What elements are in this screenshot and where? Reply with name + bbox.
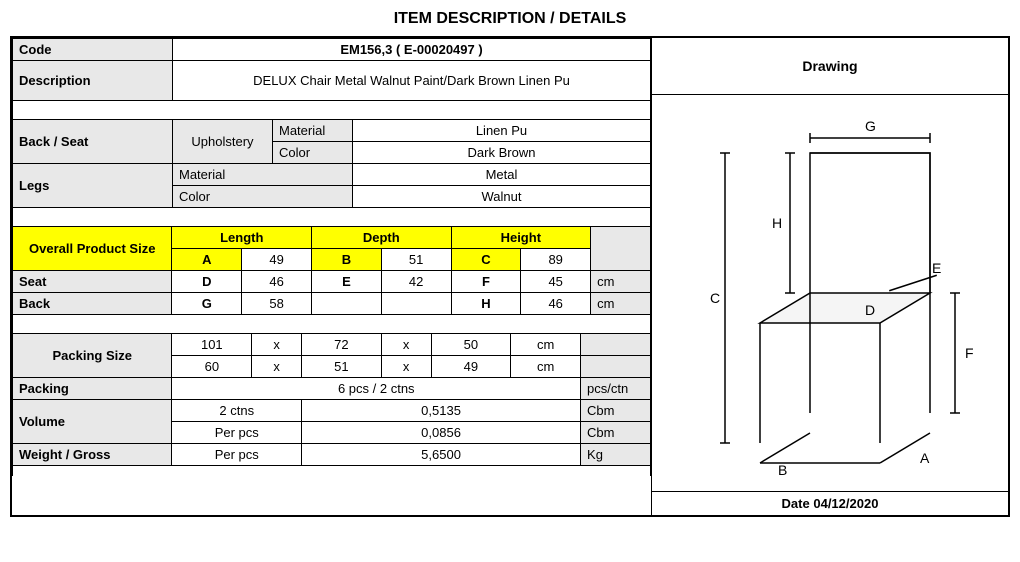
dim-value: 46 <box>242 271 312 293</box>
dim-value: 45 <box>521 271 591 293</box>
upholstery-label: Upholstery <box>173 120 273 164</box>
bs-material-label: Material <box>273 120 353 142</box>
volume-perpcs-value: 0,0856 <box>302 422 581 444</box>
backseat-label: Back / Seat <box>13 120 173 164</box>
drawing-label-h: H <box>772 215 782 231</box>
pack-x: x <box>252 334 302 356</box>
weight-value: 5,6500 <box>302 444 581 466</box>
bs-color-value: Dark Brown <box>353 142 651 164</box>
pack-dim: 60 <box>172 356 252 378</box>
drawing-label-d: D <box>865 302 875 318</box>
dim-letter: B <box>312 249 382 271</box>
pack-dim: 49 <box>431 356 511 378</box>
dim-letter: F <box>451 271 521 293</box>
spacer <box>12 466 651 476</box>
legs-material-value: Metal <box>353 164 651 186</box>
dim-letter: H <box>451 293 521 315</box>
dim-letter: E <box>312 271 382 293</box>
dim-value: 46 <box>521 293 591 315</box>
height-label: Height <box>451 227 591 249</box>
dim-value: 58 <box>242 293 312 315</box>
page-title: ITEM DESCRIPTION / DETAILS <box>10 10 1010 28</box>
spacer <box>12 208 651 226</box>
volume-perpcs-label: Per pcs <box>172 422 302 444</box>
drawing-label-a: A <box>920 450 930 466</box>
bs-color-label: Color <box>273 142 353 164</box>
dim-value: 49 <box>242 249 312 271</box>
volume-label: Volume <box>13 400 172 444</box>
volume-2ctns-value: 0,5135 <box>302 400 581 422</box>
overall-label: Overall Product Size <box>13 227 172 271</box>
dim-value: 89 <box>521 249 591 271</box>
date-row: Date 04/12/2020 <box>652 491 1008 515</box>
dim-value: 51 <box>381 249 451 271</box>
packing-label: Packing <box>13 378 172 400</box>
dim-unit: cm <box>591 293 651 315</box>
spacer <box>12 315 651 333</box>
drawing-label-g: G <box>865 118 876 134</box>
packing-table: Packing Size 101 x 72 x 50 cm 60 x 51 x … <box>12 333 651 466</box>
desc-value: DELUX Chair Metal Walnut Paint/Dark Brow… <box>173 61 651 101</box>
code-label: Code <box>13 39 173 61</box>
drawing-label-e: E <box>932 260 941 276</box>
pack-dim: 51 <box>302 356 382 378</box>
legs-material-label: Material <box>173 164 353 186</box>
dim-letter: A <box>172 249 242 271</box>
legs-label: Legs <box>13 164 173 208</box>
weight-perpcs-label: Per pcs <box>172 444 302 466</box>
packing-unit: pcs/ctn <box>581 378 651 400</box>
pack-x: x <box>381 334 431 356</box>
volume-2ctns-label: 2 ctns <box>172 400 302 422</box>
dim-value: 42 <box>381 271 451 293</box>
drawing-label-f: F <box>965 345 974 361</box>
back-label: Back <box>13 293 172 315</box>
volume-unit: Cbm <box>581 400 651 422</box>
packing-size-label: Packing Size <box>13 334 172 378</box>
desc-label: Description <box>13 61 173 101</box>
bs-material-value: Linen Pu <box>353 120 651 142</box>
weight-unit: Kg <box>581 444 651 466</box>
seat-label: Seat <box>13 271 172 293</box>
drawing-label-b: B <box>778 462 787 478</box>
drawing-label: Drawing <box>652 38 1008 95</box>
length-label: Length <box>172 227 312 249</box>
materials-table: Back / Seat Upholstery Material Linen Pu… <box>12 119 651 208</box>
pack-x: x <box>252 356 302 378</box>
depth-label: Depth <box>312 227 452 249</box>
legs-color-label: Color <box>173 186 353 208</box>
header-table: Code EM156,3 ( E-00020497 ) Description … <box>12 38 651 101</box>
dim-letter: G <box>172 293 242 315</box>
spec-table-column: Code EM156,3 ( E-00020497 ) Description … <box>12 38 652 515</box>
drawing-column: Drawing <box>652 38 1008 515</box>
date-value: 04/12/2020 <box>813 496 878 511</box>
chair-svg-icon: G C H E D F B A <box>670 103 990 483</box>
pack-dim: 50 <box>431 334 511 356</box>
chair-drawing: G C H E D F B A <box>652 95 1008 491</box>
pack-dim: 101 <box>172 334 252 356</box>
dimensions-table: Overall Product Size Length Depth Height… <box>12 226 651 315</box>
dim-unit: cm <box>591 271 651 293</box>
pack-unit: cm <box>511 356 581 378</box>
pack-unit: cm <box>511 334 581 356</box>
drawing-label-c: C <box>710 290 720 306</box>
legs-color-value: Walnut <box>353 186 651 208</box>
spacer <box>12 101 651 119</box>
date-label: Date <box>782 496 810 511</box>
code-value: EM156,3 ( E-00020497 ) <box>173 39 651 61</box>
pack-dim: 72 <box>302 334 382 356</box>
spec-sheet: Code EM156,3 ( E-00020497 ) Description … <box>10 36 1010 517</box>
pack-x: x <box>381 356 431 378</box>
dim-letter: C <box>451 249 521 271</box>
packing-value: 6 pcs / 2 ctns <box>172 378 581 400</box>
weight-label: Weight / Gross <box>13 444 172 466</box>
dim-letter: D <box>172 271 242 293</box>
volume-unit: Cbm <box>581 422 651 444</box>
